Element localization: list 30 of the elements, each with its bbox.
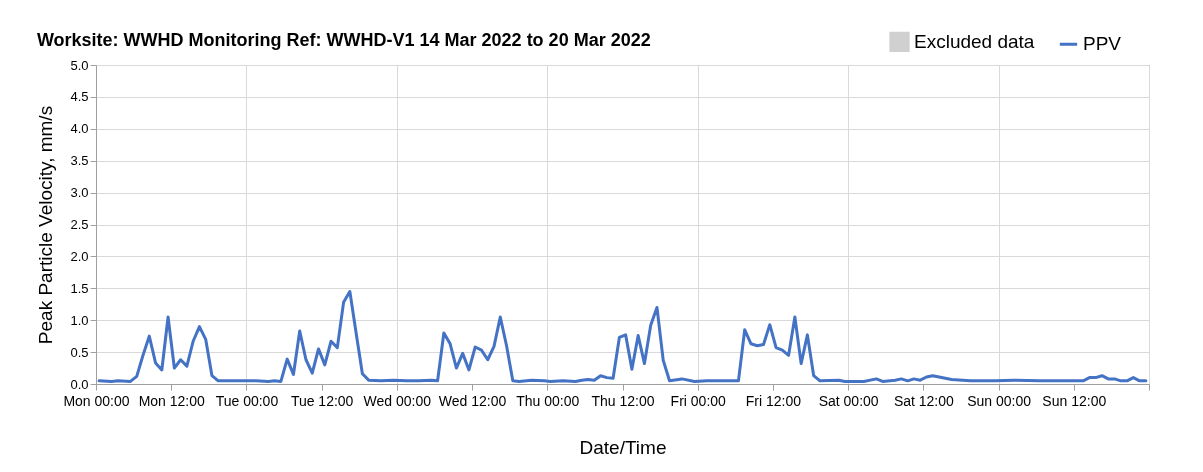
x-tick-label: Wed 12:00: [438, 392, 507, 409]
y-tick-label: 4.5: [70, 89, 89, 105]
y-tick-label: 3.0: [70, 185, 89, 201]
x-tick-label: Sat 12:00: [893, 392, 955, 409]
x-tick-label: Thu 00:00: [516, 392, 580, 409]
x-tick-label: Sun 12:00: [1042, 392, 1107, 409]
y-tick-label: 1.5: [70, 280, 89, 296]
x-tick-label: Fri 00:00: [670, 392, 727, 409]
y-tick-label: 4.0: [70, 121, 89, 137]
y-tick-label: 3.5: [70, 153, 89, 169]
x-tick-label: Fri 12:00: [745, 392, 802, 409]
x-axis-title: Date/Time: [579, 436, 667, 458]
x-tick-label: Sun 00:00: [967, 392, 1032, 409]
chart-title: Worksite: WWHD Monitoring Ref: WWHD-V1 14 Mar 2022 to 20 Mar 2022: [36, 30, 651, 50]
x-tick-label: Mon 12:00: [138, 392, 205, 409]
legend-label: PPV: [1083, 33, 1122, 55]
x-tick-label: Tue 00:00: [215, 392, 279, 409]
y-axis-title: Peak Particle Velocity, mm/s: [35, 105, 57, 345]
y-tick-label: 1.0: [70, 312, 89, 328]
y-tick-label: 0.0: [70, 376, 89, 392]
y-tick-label: 2.5: [70, 217, 89, 232]
x-tick-label: Wed 00:00: [363, 392, 432, 409]
x-tick-label: Mon 00:00: [63, 392, 130, 409]
x-tick-label: Sat 00:00: [818, 392, 879, 409]
legend-label: Excluded data: [914, 30, 1035, 52]
x-tick-label: Tue 12:00: [290, 392, 354, 409]
y-tick-label: 0.5: [70, 344, 89, 360]
y-tick-label: 2.0: [70, 248, 89, 264]
x-tick-label: Thu 12:00: [591, 392, 655, 409]
y-tick-label: 5.0: [70, 57, 89, 73]
